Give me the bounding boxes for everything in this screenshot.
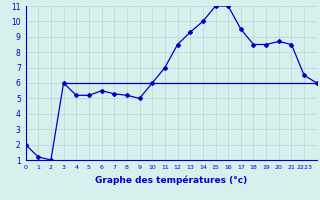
X-axis label: Graphe des températures (°c): Graphe des températures (°c) [95, 175, 247, 185]
